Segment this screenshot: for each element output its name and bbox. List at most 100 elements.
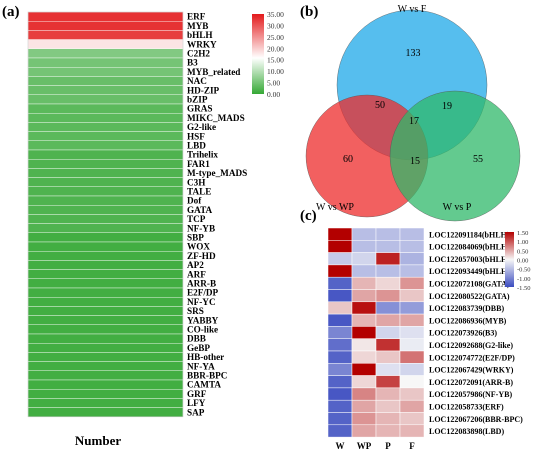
expression-cell (375, 240, 401, 253)
expression-cell (351, 240, 377, 253)
family-label: WOX (187, 242, 210, 252)
expression-cell (375, 289, 401, 303)
expression-cell (399, 227, 425, 241)
venn-region-count: 60 (343, 154, 353, 165)
venn-set-circle (389, 90, 521, 222)
expression-cell (327, 326, 353, 339)
family-cell (27, 352, 184, 362)
colorbar-tick-label: -1.00 (517, 276, 531, 283)
family-cell (27, 260, 184, 270)
expression-cell (399, 399, 425, 413)
family-label: C3H (187, 177, 205, 187)
expression-cell (327, 313, 353, 327)
family-cell (27, 343, 184, 353)
family-label: HD-ZIP (187, 85, 220, 95)
family-cell (27, 103, 184, 114)
expression-cell (375, 326, 401, 339)
family-label: FAR1 (187, 159, 210, 169)
venn-region-count: 55 (473, 154, 483, 165)
family-cell (27, 195, 184, 206)
expression-cell (375, 363, 401, 376)
family-label: LBD (187, 141, 206, 151)
expression-cell (327, 424, 353, 438)
sample-label: W (336, 441, 345, 451)
colorbar-tick-label: -0.50 (517, 267, 531, 274)
family-cell (27, 204, 184, 215)
family-label: GRAS (187, 104, 213, 114)
expression-cell (327, 227, 353, 241)
expression-cell (327, 375, 353, 389)
family-label: ARF (187, 269, 206, 279)
family-label: TCP (187, 214, 206, 224)
family-cell (27, 250, 184, 261)
family-label: NF-YC (187, 297, 216, 307)
expression-cell (327, 387, 353, 401)
family-label: E2F/DP (187, 288, 219, 298)
family-cell (27, 85, 184, 95)
venn-region-count: 19 (442, 101, 452, 112)
family-cell (27, 112, 184, 123)
gene-label: LOC122093449(bHLH) (429, 267, 510, 276)
expression-cell (375, 301, 401, 315)
venn-region-count: 50 (375, 100, 385, 111)
family-label: C2H2 (187, 49, 210, 59)
family-label: NAC (187, 76, 207, 86)
family-cell (27, 168, 184, 178)
gene-label: LOC122067429(WRKY) (429, 366, 514, 375)
family-cell (27, 315, 184, 326)
expression-cell (327, 338, 353, 352)
family-cell (27, 223, 184, 234)
family-cell (27, 21, 184, 31)
venn-region-count: 17 (409, 116, 419, 127)
family-label: SAP (187, 407, 205, 417)
venn-region-count: 15 (410, 156, 420, 167)
family-cell (27, 131, 184, 142)
colorbar-tick-label: 30.00 (267, 21, 284, 30)
expression-cell (327, 289, 353, 303)
expression-cell (327, 412, 353, 426)
expression-cell (399, 338, 425, 352)
family-cell (27, 48, 184, 59)
family-cell (27, 39, 184, 49)
family-cell (27, 398, 184, 408)
family-label: MIKC_MADS (187, 113, 245, 123)
family-label: MYB_related (187, 67, 240, 77)
family-cell (27, 122, 184, 132)
family-cell (27, 30, 184, 40)
family-label: MYB (187, 21, 208, 31)
gene-label: LOC122074772(E2F/DP) (429, 353, 515, 362)
expression-cell (351, 301, 377, 315)
gene-label: LOC122086936(MYB) (429, 316, 507, 325)
gene-label: LOC122067206(BBR-BPC) (429, 415, 523, 424)
expression-cell (399, 363, 425, 376)
family-cell (27, 306, 184, 316)
expression-cell (351, 350, 377, 364)
expression-cell (375, 264, 401, 278)
gene-label: LOC122091184(bHLH) (429, 230, 510, 239)
venn-set-label: W vs WP (316, 202, 354, 213)
family-cell (27, 76, 184, 86)
family-cell (27, 66, 184, 77)
gene-label: LOC122083739(DBB) (429, 304, 504, 313)
family-cell (27, 324, 184, 335)
expression-cell (399, 375, 425, 389)
colorbar-gradient (252, 14, 264, 94)
family-label: NF-YA (187, 361, 215, 371)
family-cell (27, 241, 184, 252)
family-label: GATA (187, 205, 213, 215)
gene-label: LOC122057986(NF-YB) (429, 390, 512, 399)
expression-cell (351, 289, 377, 303)
family-cell (27, 140, 184, 151)
panel-b-label: (b) (300, 4, 318, 20)
expression-cell (375, 412, 401, 426)
colorbar-tick-label: 1.00 (517, 239, 528, 246)
family-label: CO-like (187, 325, 218, 335)
family-cell (27, 361, 184, 372)
family-label: Dof (187, 196, 202, 206)
family-colorbar: 35.00 30.00 25.00 20.00 15.00 10.00 5.00 0.00 (252, 10, 284, 99)
expression-heatmap: LOC122091184(bHLH) LOC122084069(bHLH) LOC1… (327, 227, 523, 451)
expression-cell (351, 276, 377, 290)
family-cell (27, 333, 184, 344)
expression-cell (351, 387, 377, 401)
colorbar-tick-label: -1.50 (517, 285, 531, 292)
